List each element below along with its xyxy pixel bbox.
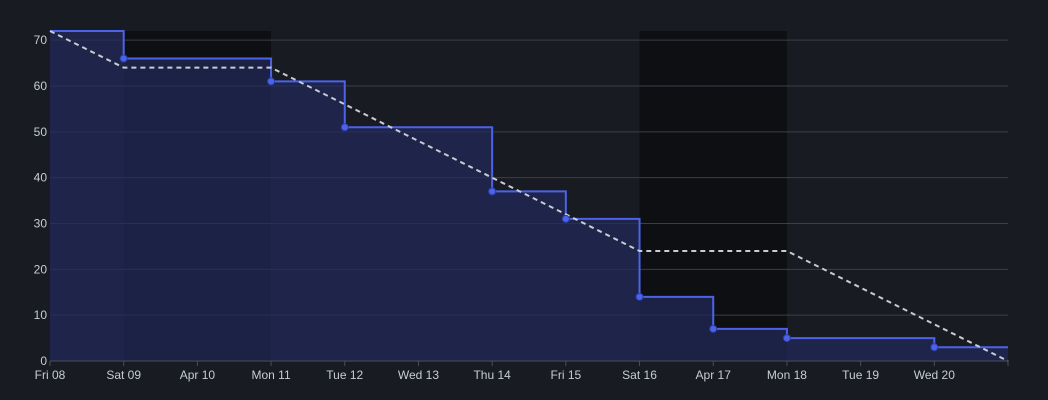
x-tick-label: Apr 17 [696,368,732,382]
actual-data-point [930,343,939,352]
y-tick-label: 20 [34,262,48,276]
actual-data-point [635,292,644,301]
x-tick-label: Sat 16 [622,368,657,382]
actual-data-point [488,187,497,196]
y-tick-label: 40 [34,171,48,185]
x-tick-label: Wed 13 [398,368,439,382]
y-tick-label: 10 [34,308,48,322]
actual-data-point [561,214,570,223]
actual-data-point [782,334,791,343]
y-tick-label: 70 [34,33,48,47]
x-tick-label: Fri 15 [551,368,582,382]
x-tick-label: Mon 11 [252,368,291,382]
y-tick-label: 0 [40,354,47,368]
x-tick-label: Sat 09 [106,368,141,382]
y-tick-labels: 0 10 20 30 40 50 60 70 [34,33,48,368]
y-tick-label: 60 [34,79,48,93]
y-tick-label: 30 [34,217,48,231]
actual-markers [119,54,939,352]
x-tick-label: Thu 14 [473,368,511,382]
ideal-dashed-line [49,30,1009,362]
actual-data-point [340,123,349,132]
actual-data-point [119,54,128,63]
actual-data-point [267,77,276,86]
x-tick-label: Wed 20 [914,368,955,382]
x-tick-label: Tue 19 [842,368,879,382]
x-tick-label: Fri 08 [35,368,66,382]
x-tick-labels: Fri 08 Sat 09 Apr 10 Mon 11 Tue 12 Wed 13 Thu … [35,361,1009,382]
x-tick-label: Apr 10 [180,368,216,382]
actual-data-point [709,324,718,333]
x-tick-label: Mon 18 [767,368,807,382]
y-tick-label: 50 [34,125,48,139]
x-tick-label: Tue 12 [326,368,363,382]
